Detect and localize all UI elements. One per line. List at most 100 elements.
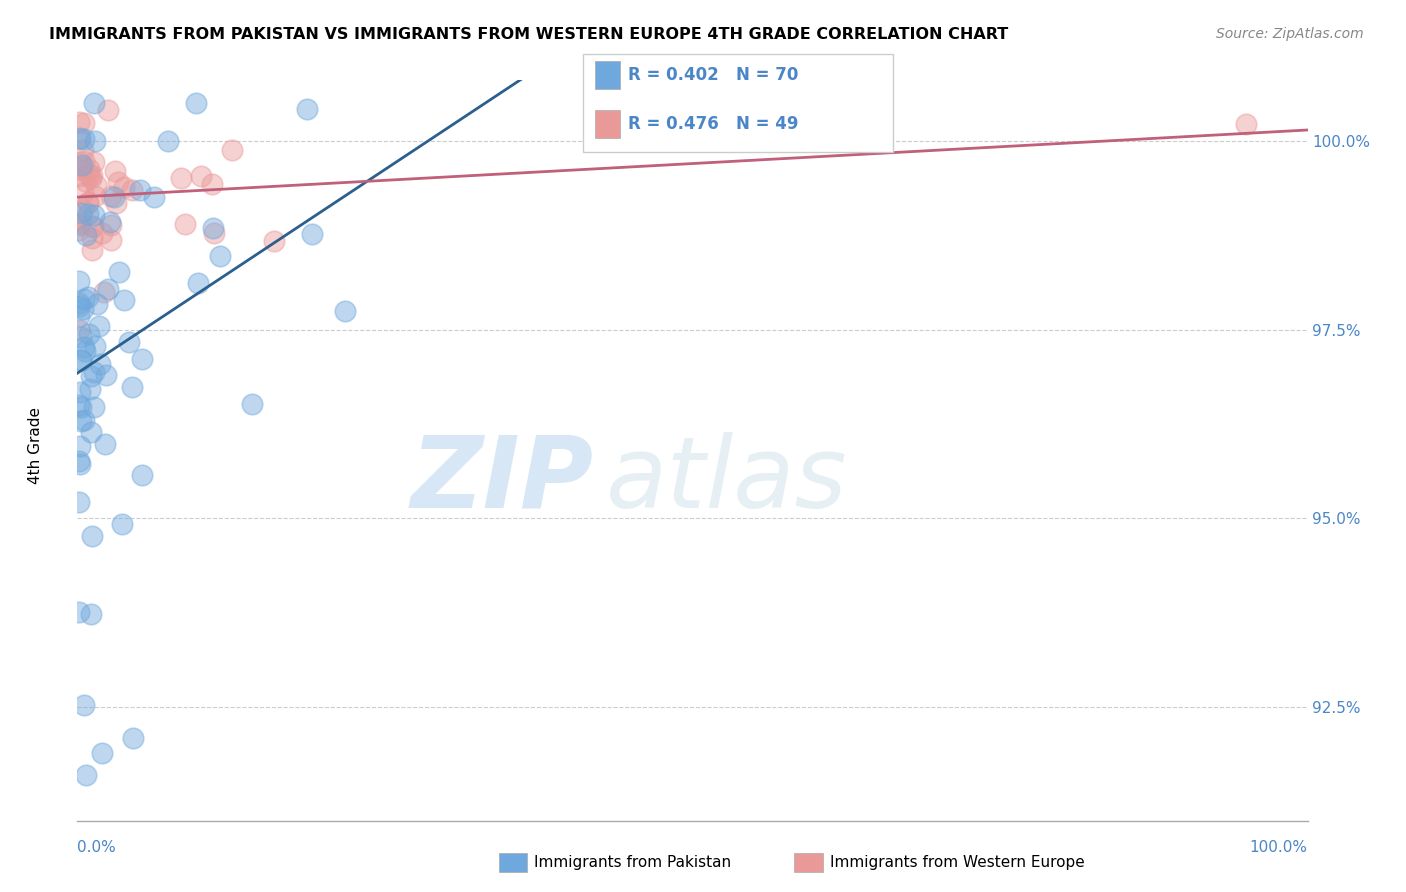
Point [70, 206, 93, 220]
Text: R = 0.476   N = 49: R = 0.476 N = 49 [628, 115, 799, 133]
Point [83, 155, 105, 169]
Point [69, 130, 91, 145]
Point [73, 292, 96, 306]
Point [335, 304, 357, 318]
Point [190, 169, 212, 183]
Point [69, 385, 91, 400]
Text: Immigrants from Pakistan: Immigrants from Pakistan [534, 855, 731, 870]
Point [112, 293, 135, 307]
Point [73, 698, 96, 712]
Point [100, 218, 122, 232]
Point [107, 175, 129, 189]
Text: ZIP: ZIP [411, 432, 595, 529]
Point [170, 170, 193, 185]
Point [90, 746, 112, 760]
Point [73, 154, 96, 169]
Point [72, 203, 94, 218]
Point [67, 606, 90, 620]
Point [184, 95, 207, 110]
Point [67, 454, 90, 468]
Point [72, 186, 94, 200]
Point [69, 414, 91, 428]
Point [201, 177, 224, 191]
Point [221, 143, 243, 157]
Point [73, 132, 96, 146]
Point [79, 607, 101, 622]
Point [82, 219, 104, 233]
Point [108, 265, 131, 279]
Point [82, 219, 104, 234]
Point [67, 223, 90, 237]
Text: Source: ZipAtlas.com: Source: ZipAtlas.com [1216, 27, 1364, 41]
Point [97, 103, 120, 118]
Point [67, 495, 90, 509]
Point [67, 169, 90, 183]
Text: atlas: atlas [606, 432, 848, 529]
Point [122, 731, 145, 745]
Text: 0.0%: 0.0% [77, 839, 117, 855]
Point [75, 228, 97, 243]
Point [80, 425, 103, 439]
Point [202, 227, 225, 241]
Text: R = 0.402   N = 70: R = 0.402 N = 70 [628, 66, 799, 84]
Point [69, 458, 91, 472]
Point [174, 217, 197, 231]
Point [121, 380, 143, 394]
Point [295, 102, 318, 116]
Point [70, 162, 93, 177]
Point [100, 188, 122, 202]
Text: 4th Grade: 4th Grade [28, 408, 42, 484]
Point [131, 352, 153, 367]
Point [70, 352, 93, 367]
Point [94, 368, 117, 383]
Point [187, 276, 209, 290]
Point [70, 215, 93, 229]
Point [202, 220, 225, 235]
Point [82, 169, 104, 183]
Point [1234, 117, 1257, 131]
Point [77, 161, 100, 176]
Point [67, 398, 90, 412]
Point [73, 116, 96, 130]
Point [69, 218, 91, 232]
Point [67, 309, 90, 323]
Point [301, 227, 323, 242]
Text: IMMIGRANTS FROM PAKISTAN VS IMMIGRANTS FROM WESTERN EUROPE 4TH GRADE CORRELATION: IMMIGRANTS FROM PAKISTAN VS IMMIGRANTS F… [49, 27, 1008, 42]
Point [83, 400, 105, 414]
Point [104, 164, 127, 178]
Point [77, 195, 100, 210]
Point [263, 234, 285, 248]
Point [67, 300, 90, 314]
Point [69, 439, 91, 453]
Point [67, 322, 90, 336]
Point [94, 437, 117, 451]
Point [97, 282, 120, 296]
Point [83, 95, 105, 110]
Point [83, 134, 105, 148]
Point [70, 158, 93, 172]
Point [69, 218, 91, 232]
Point [77, 194, 100, 209]
Point [80, 529, 103, 543]
Point [79, 382, 101, 396]
Point [80, 368, 103, 383]
Point [83, 339, 105, 353]
Point [77, 207, 100, 221]
Point [73, 173, 96, 187]
Point [73, 340, 96, 354]
Point [89, 357, 111, 371]
Point [72, 143, 94, 157]
Point [75, 768, 97, 782]
Point [87, 318, 110, 333]
Point [67, 131, 90, 145]
Point [69, 155, 91, 169]
Point [100, 233, 122, 247]
Point [72, 301, 94, 316]
Point [70, 400, 93, 414]
Point [157, 134, 180, 148]
Point [67, 115, 90, 129]
Point [83, 365, 105, 379]
Point [111, 517, 134, 532]
Point [131, 468, 153, 483]
Point [83, 189, 105, 203]
